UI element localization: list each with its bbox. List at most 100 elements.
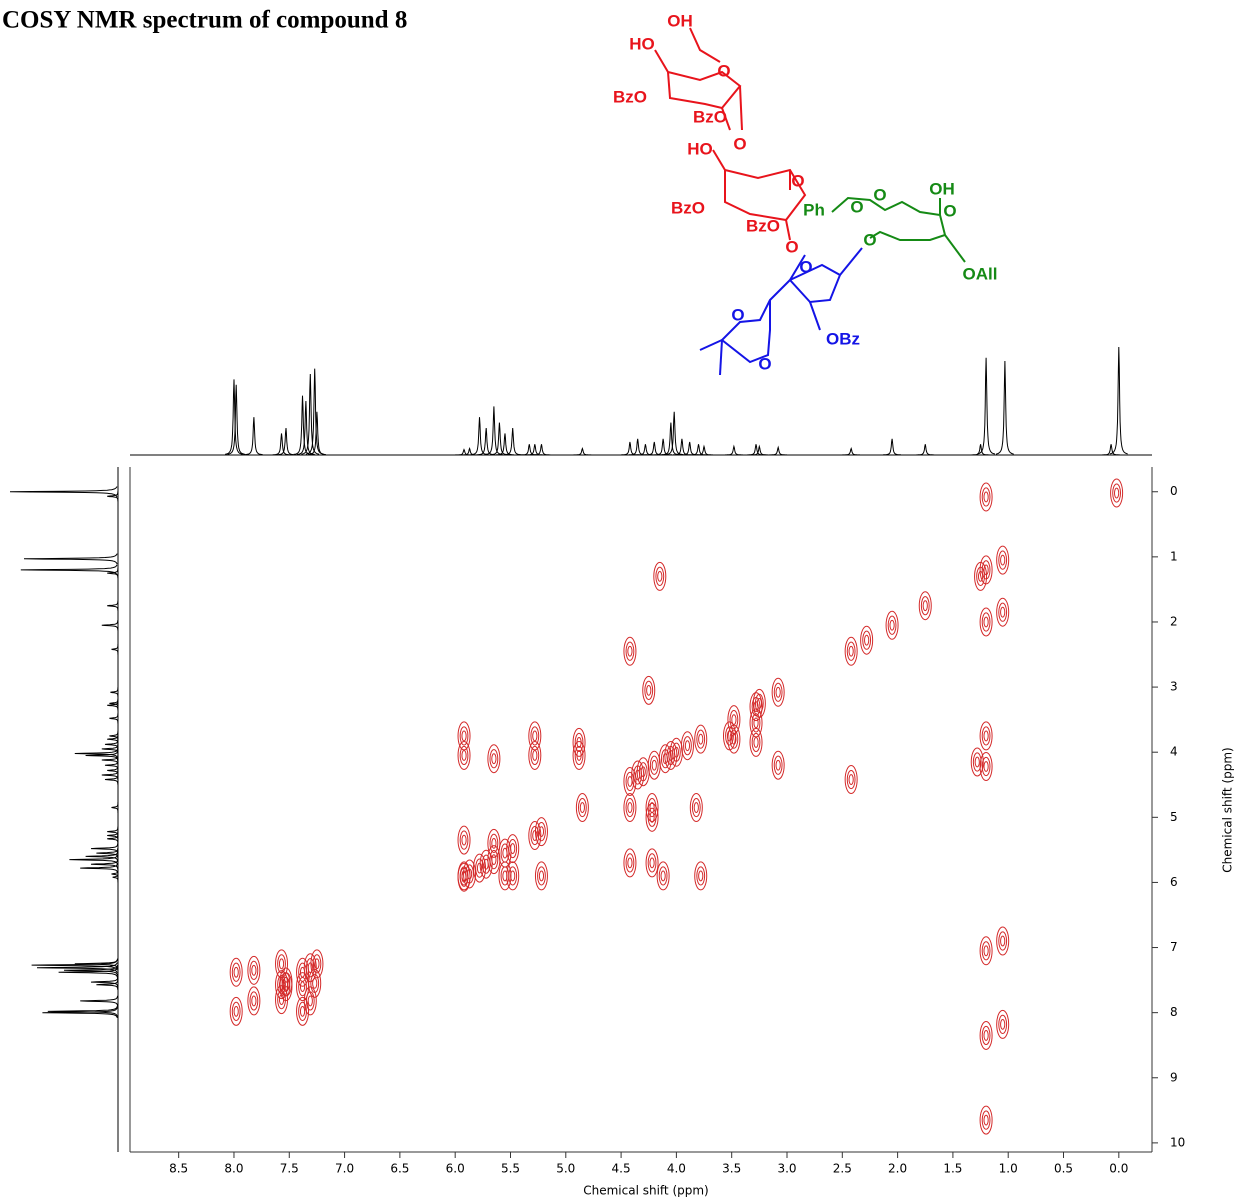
contour: [698, 733, 704, 745]
cross-peak: [457, 740, 471, 770]
peak-top: [665, 411, 684, 456]
cross-peak: [647, 750, 661, 780]
contour: [918, 591, 932, 621]
contour: [771, 750, 785, 780]
contour: [299, 981, 306, 993]
contour: [481, 854, 491, 874]
contour: [647, 807, 657, 827]
contour: [459, 830, 469, 850]
contour: [974, 561, 988, 591]
x-axis-label: Chemical shift (ppm): [583, 1184, 709, 1198]
contour: [1000, 1018, 1006, 1030]
peak-top: [995, 360, 1014, 455]
peak-top: [628, 438, 647, 456]
contour: [694, 724, 708, 754]
x-tick-label: 0.5: [1054, 1162, 1073, 1176]
peak-top: [245, 417, 263, 456]
atom-label: OH: [667, 11, 693, 30]
contour: [979, 1105, 993, 1135]
y-axis-label: Chemical shift (ppm): [1221, 747, 1235, 873]
contour: [312, 954, 322, 974]
contour: [979, 607, 993, 637]
peak-top: [496, 433, 514, 456]
x-tick-label: 1.5: [943, 1162, 962, 1176]
x-tick-label: 6.5: [390, 1162, 409, 1176]
cross-peak: [979, 607, 993, 637]
cross-peak: [572, 740, 586, 770]
contour: [751, 732, 761, 753]
peak-left: [101, 620, 119, 631]
peak-top: [301, 373, 320, 455]
x-tick-label: 5.5: [501, 1162, 520, 1176]
peak-top: [769, 445, 787, 456]
cross-peak: [979, 1020, 993, 1050]
contour: [625, 797, 635, 818]
peak-left: [101, 754, 119, 766]
contour: [660, 870, 666, 882]
contour: [983, 616, 989, 628]
contour: [979, 721, 993, 751]
cross-peak: [310, 949, 324, 979]
contour: [1110, 478, 1124, 508]
contour: [483, 858, 489, 870]
x-tick-label: 4.0: [667, 1162, 686, 1176]
cross-peak: [457, 825, 471, 855]
x-tick-label: 8.0: [224, 1162, 243, 1176]
contour: [775, 759, 781, 771]
atom-label: O: [863, 230, 876, 249]
contour: [844, 636, 858, 666]
contour: [660, 749, 670, 769]
peak-top: [725, 444, 743, 456]
contour: [231, 962, 241, 982]
contour: [296, 996, 310, 1026]
contour: [487, 828, 501, 858]
cross-peak: [749, 727, 763, 757]
peak-left: [107, 700, 119, 711]
cross-peak: [653, 561, 667, 591]
atom-label: O: [873, 185, 886, 204]
cross-peak: [656, 861, 670, 891]
cross-peak: [247, 955, 261, 985]
peak-left: [112, 872, 119, 883]
atom-label: HO: [687, 139, 713, 158]
peak-top: [1102, 444, 1120, 456]
cross-peak: [979, 721, 993, 751]
contour: [231, 1001, 241, 1021]
cross-peak: [457, 721, 471, 751]
peak-top: [1109, 346, 1128, 455]
peak-top: [971, 444, 990, 456]
peak-top: [621, 441, 639, 456]
peak-left: [96, 847, 119, 859]
contour: [463, 859, 477, 889]
contour: [773, 682, 783, 702]
contour: [623, 767, 637, 797]
contour: [459, 745, 469, 766]
contour: [487, 744, 501, 774]
contour: [636, 757, 650, 787]
x-tick-label: 5.0: [556, 1162, 575, 1176]
atom-label: O: [791, 171, 804, 190]
contour: [299, 1005, 306, 1017]
contour: [749, 692, 763, 722]
contour: [508, 838, 518, 859]
peak-left: [107, 491, 119, 502]
cross-peak: [996, 597, 1010, 627]
peak-left: [107, 830, 119, 841]
contour: [979, 482, 993, 512]
contour: [1112, 483, 1122, 503]
cross-peak: [694, 724, 708, 754]
cross-peak: [498, 838, 512, 868]
cross-peak: [487, 828, 501, 858]
peak-top: [916, 444, 935, 456]
contour: [645, 793, 659, 823]
cross-peak: [979, 482, 993, 512]
contour: [233, 966, 239, 978]
contour: [489, 749, 499, 769]
contour: [753, 737, 759, 748]
peak-left: [109, 730, 119, 742]
contour: [308, 968, 322, 998]
contour: [534, 817, 548, 847]
cross-peak: [749, 708, 763, 738]
peak-left: [111, 644, 119, 655]
contour: [981, 941, 991, 961]
